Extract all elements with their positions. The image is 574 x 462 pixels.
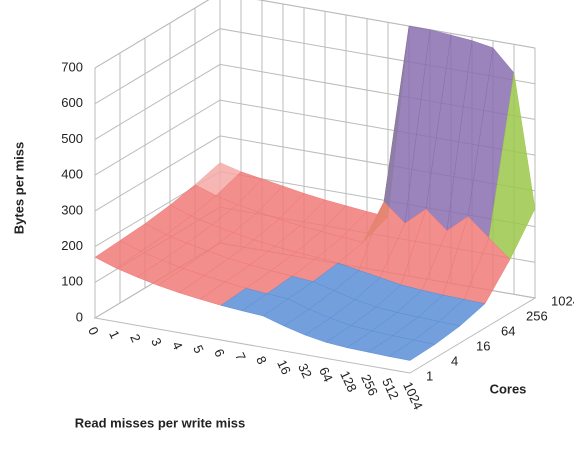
surface-cell: [388, 339, 436, 361]
z-tick-label: 700: [61, 59, 83, 74]
z-tick-label: 100: [61, 274, 83, 289]
x-tick-label: 16: [274, 357, 294, 376]
x-tick-label: 0: [85, 324, 102, 337]
z-tick-label: 400: [61, 167, 83, 182]
x-tick-label: 1: [106, 328, 123, 341]
y-tick-label: 1: [426, 368, 433, 383]
y-tick-label: 64: [501, 323, 515, 338]
y-tick-label: 16: [476, 338, 490, 353]
y-tick-label: 4: [451, 353, 458, 368]
z-tick-label: 300: [61, 202, 83, 217]
z-tick-label: 200: [61, 238, 83, 253]
x-tick-label: 4: [169, 339, 186, 352]
x-tick-label: 256: [358, 372, 381, 398]
y-axis-title: Cores: [490, 381, 527, 396]
y-tick-label: 256: [526, 308, 548, 323]
z-tick-label: 0: [76, 309, 83, 324]
x-tick-label: 2: [127, 332, 144, 345]
x-tick-label: 3: [148, 335, 165, 348]
x-tick-label: 512: [379, 376, 402, 402]
z-axis-title: Bytes per miss: [11, 142, 26, 235]
x-tick-label: 32: [295, 361, 315, 380]
x-tick-label: 64: [316, 365, 336, 384]
x-tick-label: 5: [190, 343, 207, 356]
x-tick-label: 128: [337, 368, 360, 394]
x-tick-label: 7: [232, 350, 249, 363]
x-tick-label: 6: [211, 346, 228, 359]
x-axis-title: Read misses per write miss: [75, 415, 246, 430]
x-tick-label: 8: [253, 354, 270, 367]
y-tick-label: 1024: [551, 293, 574, 308]
x-tick-label: 1024: [400, 379, 426, 412]
z-tick-label: 600: [61, 95, 83, 110]
z-tick-label: 500: [61, 131, 83, 146]
